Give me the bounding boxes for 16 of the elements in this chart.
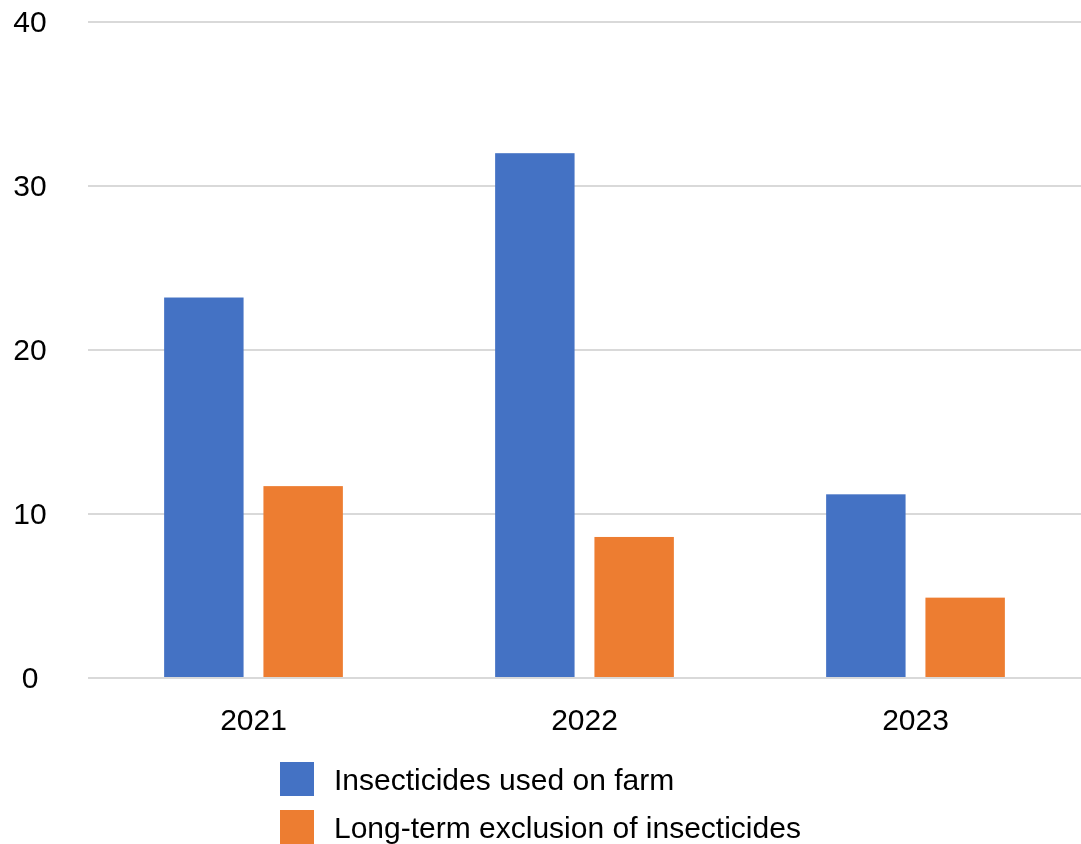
bar — [594, 536, 674, 678]
legend-label: Insecticides used on farm — [334, 763, 675, 796]
x-tick-label: 2021 — [220, 703, 287, 736]
bar — [925, 597, 1005, 678]
x-tick-label: 2022 — [551, 703, 618, 736]
bar — [164, 297, 244, 678]
y-tick-label: 40 — [13, 5, 47, 38]
legend-label: Long-term exclusion of insecticides — [334, 811, 801, 844]
y-tick-label: 0 — [21, 661, 39, 694]
y-tick-label: 10 — [13, 497, 47, 530]
y-tick-label: 20 — [13, 333, 47, 366]
bar — [263, 486, 343, 678]
bar — [826, 494, 906, 678]
y-tick-label: 30 — [13, 169, 47, 202]
x-tick-label: 2023 — [882, 703, 949, 736]
bar — [495, 153, 575, 678]
